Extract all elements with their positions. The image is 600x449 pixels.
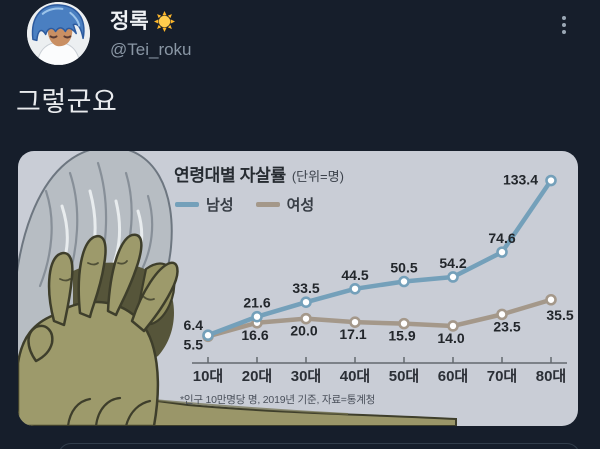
svg-text:23.5: 23.5 bbox=[493, 318, 520, 334]
svg-text:30대: 30대 bbox=[291, 368, 322, 385]
svg-text:60대: 60대 bbox=[438, 368, 469, 385]
display-name: 정록 bbox=[110, 10, 149, 33]
chart-title: 연령대별 자살률 bbox=[174, 166, 286, 185]
svg-text:14.0: 14.0 bbox=[437, 330, 464, 346]
avatar[interactable] bbox=[27, 2, 90, 65]
chart-unit-label: (단위=명) bbox=[291, 169, 344, 184]
svg-text:17.1: 17.1 bbox=[339, 326, 366, 342]
svg-text:35.5: 35.5 bbox=[546, 307, 573, 323]
legend-item-male: 남성 bbox=[175, 194, 234, 215]
svg-text:10대: 10대 bbox=[193, 368, 224, 385]
user-handle: @Tei_roku bbox=[110, 40, 192, 60]
svg-text:20.0: 20.0 bbox=[290, 323, 317, 339]
svg-text:16.6: 16.6 bbox=[241, 327, 268, 343]
svg-text:21.6: 21.6 bbox=[243, 295, 270, 311]
chart-legend: 남성 여성 bbox=[175, 194, 314, 215]
svg-text:5.5: 5.5 bbox=[184, 336, 204, 352]
svg-text:70대: 70대 bbox=[487, 368, 518, 385]
below-card-top-edge bbox=[58, 443, 580, 449]
avatar-illustration bbox=[27, 2, 90, 65]
tweet-text: 그렇군요 bbox=[16, 87, 118, 117]
sun-emoji-icon bbox=[153, 11, 175, 33]
svg-text:133.4: 133.4 bbox=[503, 172, 538, 188]
suicide-rate-line-chart: 10대 20대 30대 40대 50대 60대 70대 80대 6.4 21.6 33.5 44.5 5… bbox=[184, 172, 574, 385]
chart-footnote: *인구 10만명당 명, 2019년 기준, 자료=통계청 bbox=[180, 394, 376, 406]
svg-text:50.5: 50.5 bbox=[390, 259, 417, 275]
more-menu-icon[interactable] bbox=[560, 14, 568, 36]
chart-header: 연령대별 자살률 (단위=명) bbox=[174, 161, 344, 186]
svg-text:15.9: 15.9 bbox=[388, 328, 415, 344]
svg-text:33.5: 33.5 bbox=[292, 280, 319, 296]
svg-text:20대: 20대 bbox=[242, 368, 273, 385]
svg-text:74.6: 74.6 bbox=[488, 230, 515, 246]
svg-text:50대: 50대 bbox=[389, 368, 420, 385]
male-line-swatch bbox=[175, 202, 199, 207]
svg-text:6.4: 6.4 bbox=[184, 317, 204, 333]
despair-illustration bbox=[18, 151, 457, 426]
female-line-swatch bbox=[255, 202, 280, 207]
svg-text:44.5: 44.5 bbox=[341, 267, 368, 283]
svg-text:40대: 40대 bbox=[340, 368, 371, 385]
user-info[interactable]: 정록 @Tei_roku bbox=[110, 10, 192, 60]
svg-text:80대: 80대 bbox=[536, 368, 567, 385]
svg-text:54.2: 54.2 bbox=[439, 255, 466, 271]
tweet-media-card[interactable]: 10대 20대 30대 40대 50대 60대 70대 80대 6.4 21.6 33.5 44.5 5… bbox=[18, 151, 578, 426]
legend-item-female: 여성 bbox=[255, 194, 314, 215]
